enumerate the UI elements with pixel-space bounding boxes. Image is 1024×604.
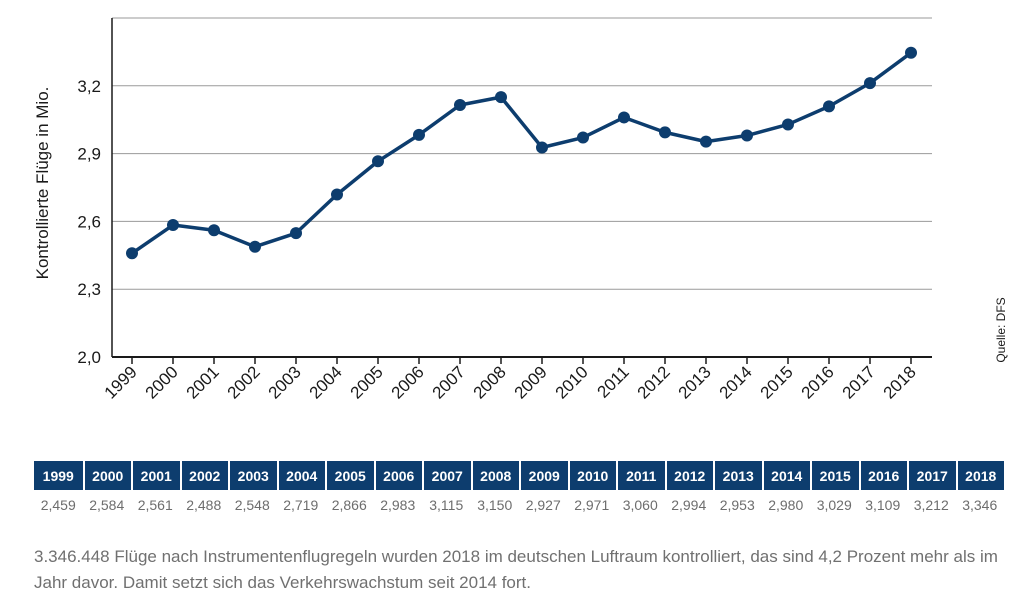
table-year-header: 2013 (713, 461, 762, 490)
data-point (167, 219, 179, 232)
x-tick-label: 2011 (594, 362, 633, 401)
x-tick-label: 2009 (511, 362, 551, 402)
data-point (536, 141, 548, 154)
source-label: Quelle: DFS (994, 297, 1008, 362)
table-year-header: 2003 (228, 461, 277, 490)
table-year-header: 1999 (34, 461, 83, 490)
table-year-header: 2006 (373, 461, 422, 490)
table-year-header: 2016 (858, 461, 907, 490)
table-value-cell: 2,584 (89, 497, 125, 513)
data-point (249, 240, 261, 253)
grid-lines (112, 17, 932, 290)
table-year-header: 2017 (907, 461, 956, 490)
data-point (577, 131, 589, 144)
x-tick-label: 2006 (388, 362, 428, 402)
data-point (741, 129, 753, 142)
year-values-table: 1999 2000 2001 2002 2003 2004 2005 2006 2007 2008… (34, 461, 1004, 520)
x-tick-label: 2000 (142, 362, 182, 402)
x-tick-label: 2014 (716, 362, 756, 402)
series-line (131, 51, 913, 255)
x-tick-label: 2002 (224, 362, 264, 402)
table-year-header: 2015 (810, 461, 859, 490)
x-tick-label: 2007 (429, 362, 469, 402)
x-tick-label: 2004 (306, 362, 346, 402)
table-value-row: 2,459 2,584 2,561 2,488 2,548 2,719 2,866 2,983… (34, 490, 1004, 520)
table-header-row: 1999 2000 2001 2002 2003 2004 2005 2006 2007 2008… (34, 461, 1004, 490)
data-point (905, 46, 917, 59)
chart-caption: 3.346.448 Flüge nach Instrumentenflugreg… (34, 547, 998, 592)
x-tick-label: 1999 (101, 362, 141, 402)
y-tick-label: 2,6 (77, 212, 101, 231)
y-tick-label: 2,3 (77, 280, 101, 299)
table-year-header: 2000 (82, 461, 131, 490)
x-tick-label: 2015 (757, 362, 797, 402)
table-year-header: 2007 (422, 461, 471, 490)
table-value-cell: 3,060 (622, 497, 658, 513)
y-tick-label: 3,2 (77, 77, 101, 96)
table-value-cell: 2,561 (137, 497, 173, 513)
y-tick-label: 2,0 (77, 348, 101, 367)
data-point (864, 77, 876, 90)
data-point (413, 128, 425, 141)
table-year-header: 2002 (179, 461, 228, 490)
data-point (208, 224, 220, 237)
x-tick-label: 2017 (839, 362, 879, 402)
table-value-cell: 3,029 (816, 497, 852, 513)
table-value-cell: 3,115 (429, 497, 464, 513)
table-value-cell: 2,971 (574, 497, 610, 513)
data-point (454, 99, 466, 112)
y-axis-ticks: 2,0 2,3 2,6 2,9 3,2 (77, 77, 101, 367)
series-flights (131, 51, 913, 255)
x-tick-label: 2012 (634, 362, 674, 402)
x-tick-label: 2008 (470, 362, 510, 402)
table-value-cell: 2,980 (768, 497, 804, 513)
x-tick-label: 2005 (347, 362, 387, 402)
table-value-cell: 3,150 (477, 497, 513, 513)
table-year-header: 2014 (761, 461, 810, 490)
table-year-header: 2012 (664, 461, 713, 490)
table-year-header: 2011 (616, 461, 665, 490)
table-value-cell: 2,548 (234, 497, 270, 513)
data-points (126, 46, 917, 260)
table-year-header: 2018 (955, 461, 1004, 490)
data-point (372, 155, 384, 168)
table-value-cell: 3,346 (962, 497, 998, 513)
y-axis-title: Kontrollierte Flüge in Mio. (33, 87, 52, 280)
table-year-header: 2004 (276, 461, 325, 490)
table-value-cell: 3,109 (865, 497, 901, 513)
table-value-cell: 2,459 (40, 497, 76, 513)
table-year-header: 2009 (519, 461, 568, 490)
y-tick-label: 2,9 (77, 145, 101, 164)
x-axis-ticks: 1999 2000 2001 2002 2003 2004 2005 2006 2007 2008… (101, 357, 920, 403)
data-point (290, 227, 302, 240)
data-point (495, 91, 507, 104)
flights-line-chart: 2,0 2,3 2,6 2,9 3,2 1999 2000 2001 2002 2003 2004… (33, 17, 1008, 403)
x-tick-label: 2013 (675, 362, 715, 402)
table-year-header: 2010 (567, 461, 616, 490)
table-value-cell: 3,212 (913, 497, 949, 513)
data-point (782, 118, 794, 131)
data-point (700, 135, 712, 148)
data-point (331, 188, 343, 201)
table-value-cell: 2,983 (380, 497, 416, 513)
data-point (823, 100, 835, 113)
table-value-cell: 2,866 (331, 497, 367, 513)
table-value-cell: 2,488 (186, 497, 222, 513)
x-tick-label: 2003 (265, 362, 305, 402)
data-point (618, 111, 630, 124)
table-year-header: 2001 (131, 461, 180, 490)
table-value-cell: 2,953 (719, 497, 755, 513)
data-point (126, 247, 138, 260)
x-tick-label: 2010 (552, 362, 592, 402)
table-value-cell: 2,994 (671, 497, 707, 513)
table-year-header: 2008 (470, 461, 519, 490)
table-value-cell: 2,927 (525, 497, 561, 513)
table-value-cell: 2,719 (283, 497, 319, 513)
data-point (659, 126, 671, 139)
x-tick-label: 2001 (183, 362, 223, 402)
x-tick-label: 2016 (798, 362, 838, 402)
x-tick-label: 2018 (880, 362, 920, 402)
table-year-header: 2005 (325, 461, 374, 490)
